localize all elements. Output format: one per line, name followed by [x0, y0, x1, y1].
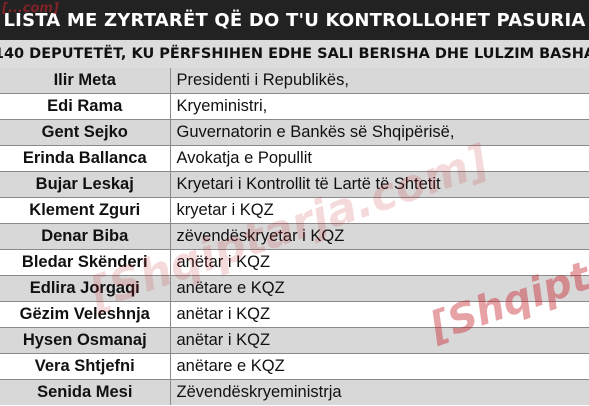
- official-role: anëtare e KQZ: [170, 275, 589, 302]
- table-row: Vera Shtjefni anëtare e KQZ: [0, 353, 589, 380]
- table-row: Klement Zguri kryetar i KQZ: [0, 197, 589, 224]
- table-row: Gëzim Veleshnja anëtar i KQZ: [0, 301, 589, 328]
- official-role: Presidenti i Republikës,: [170, 68, 589, 94]
- official-role: anëtar i KQZ: [170, 249, 589, 276]
- table-row: Bledar Skënderi anëtar i KQZ: [0, 249, 589, 276]
- list-subtitle: 140 DEPUTETËT, KU PËRFSHIHEN EDHE SALI B…: [0, 46, 589, 62]
- official-role: Kryetari i Kontrollit të Lartë të Shteti…: [170, 171, 589, 198]
- table-row: Edi Rama Kryeministri,: [0, 93, 589, 120]
- table-row: Denar Biba zëvendëskryetar i KQZ: [0, 223, 589, 250]
- officials-table: Ilir Meta Presidenti i Republikës, Edi R…: [0, 68, 589, 405]
- official-role: kryetar i KQZ: [170, 197, 589, 224]
- official-name: Senida Mesi: [0, 379, 171, 405]
- official-name: Denar Biba: [0, 223, 171, 250]
- official-name: Bujar Leskaj: [0, 171, 171, 198]
- official-role: anëtar i KQZ: [170, 301, 589, 328]
- official-name: Vera Shtjefni: [0, 353, 171, 380]
- list-title: LISTA ME ZYRTARËT QË DO T'U KONTROLLOHET…: [3, 9, 586, 31]
- official-name: Edlira Jorgaqi: [0, 275, 171, 302]
- table-row: Ilir Meta Presidenti i Republikës,: [0, 68, 589, 94]
- official-name: Erinda Ballanca: [0, 145, 171, 172]
- list-subtitle-bar: 140 DEPUTETËT, KU PËRFSHIHEN EDHE SALI B…: [0, 40, 589, 69]
- table-row: Erinda Ballanca Avokatja e Popullit: [0, 145, 589, 172]
- official-role: Zëvendëskryeministrja: [170, 379, 589, 405]
- official-role: anëtare e KQZ: [170, 353, 589, 380]
- list-title-bar: LISTA ME ZYRTARËT QË DO T'U KONTROLLOHET…: [0, 0, 589, 40]
- official-name: Bledar Skënderi: [0, 249, 171, 276]
- official-role: Kryeministri,: [170, 93, 589, 120]
- official-role: anëtar i KQZ: [170, 327, 589, 354]
- official-name: Gent Sejko: [0, 119, 171, 146]
- table-row: Edlira Jorgaqi anëtare e KQZ: [0, 275, 589, 302]
- official-role: zëvendëskryetar i KQZ: [170, 223, 589, 250]
- official-name: Klement Zguri: [0, 197, 171, 224]
- table-row: Senida Mesi Zëvendëskryeministrja: [0, 379, 589, 405]
- official-name: Ilir Meta: [0, 68, 171, 94]
- official-role: Guvernatorin e Bankës së Shqipërisë,: [170, 119, 589, 146]
- official-name: Gëzim Veleshnja: [0, 301, 171, 328]
- official-role: Avokatja e Popullit: [170, 145, 589, 172]
- table-row: Bujar Leskaj Kryetari i Kontrollit të La…: [0, 171, 589, 198]
- official-name: Hysen Osmanaj: [0, 327, 171, 354]
- table-row: Hysen Osmanaj anëtar i KQZ: [0, 327, 589, 354]
- official-name: Edi Rama: [0, 93, 171, 120]
- corner-watermark: [...com]: [2, 1, 59, 16]
- table-row: Gent Sejko Guvernatorin e Bankës së Shqi…: [0, 119, 589, 146]
